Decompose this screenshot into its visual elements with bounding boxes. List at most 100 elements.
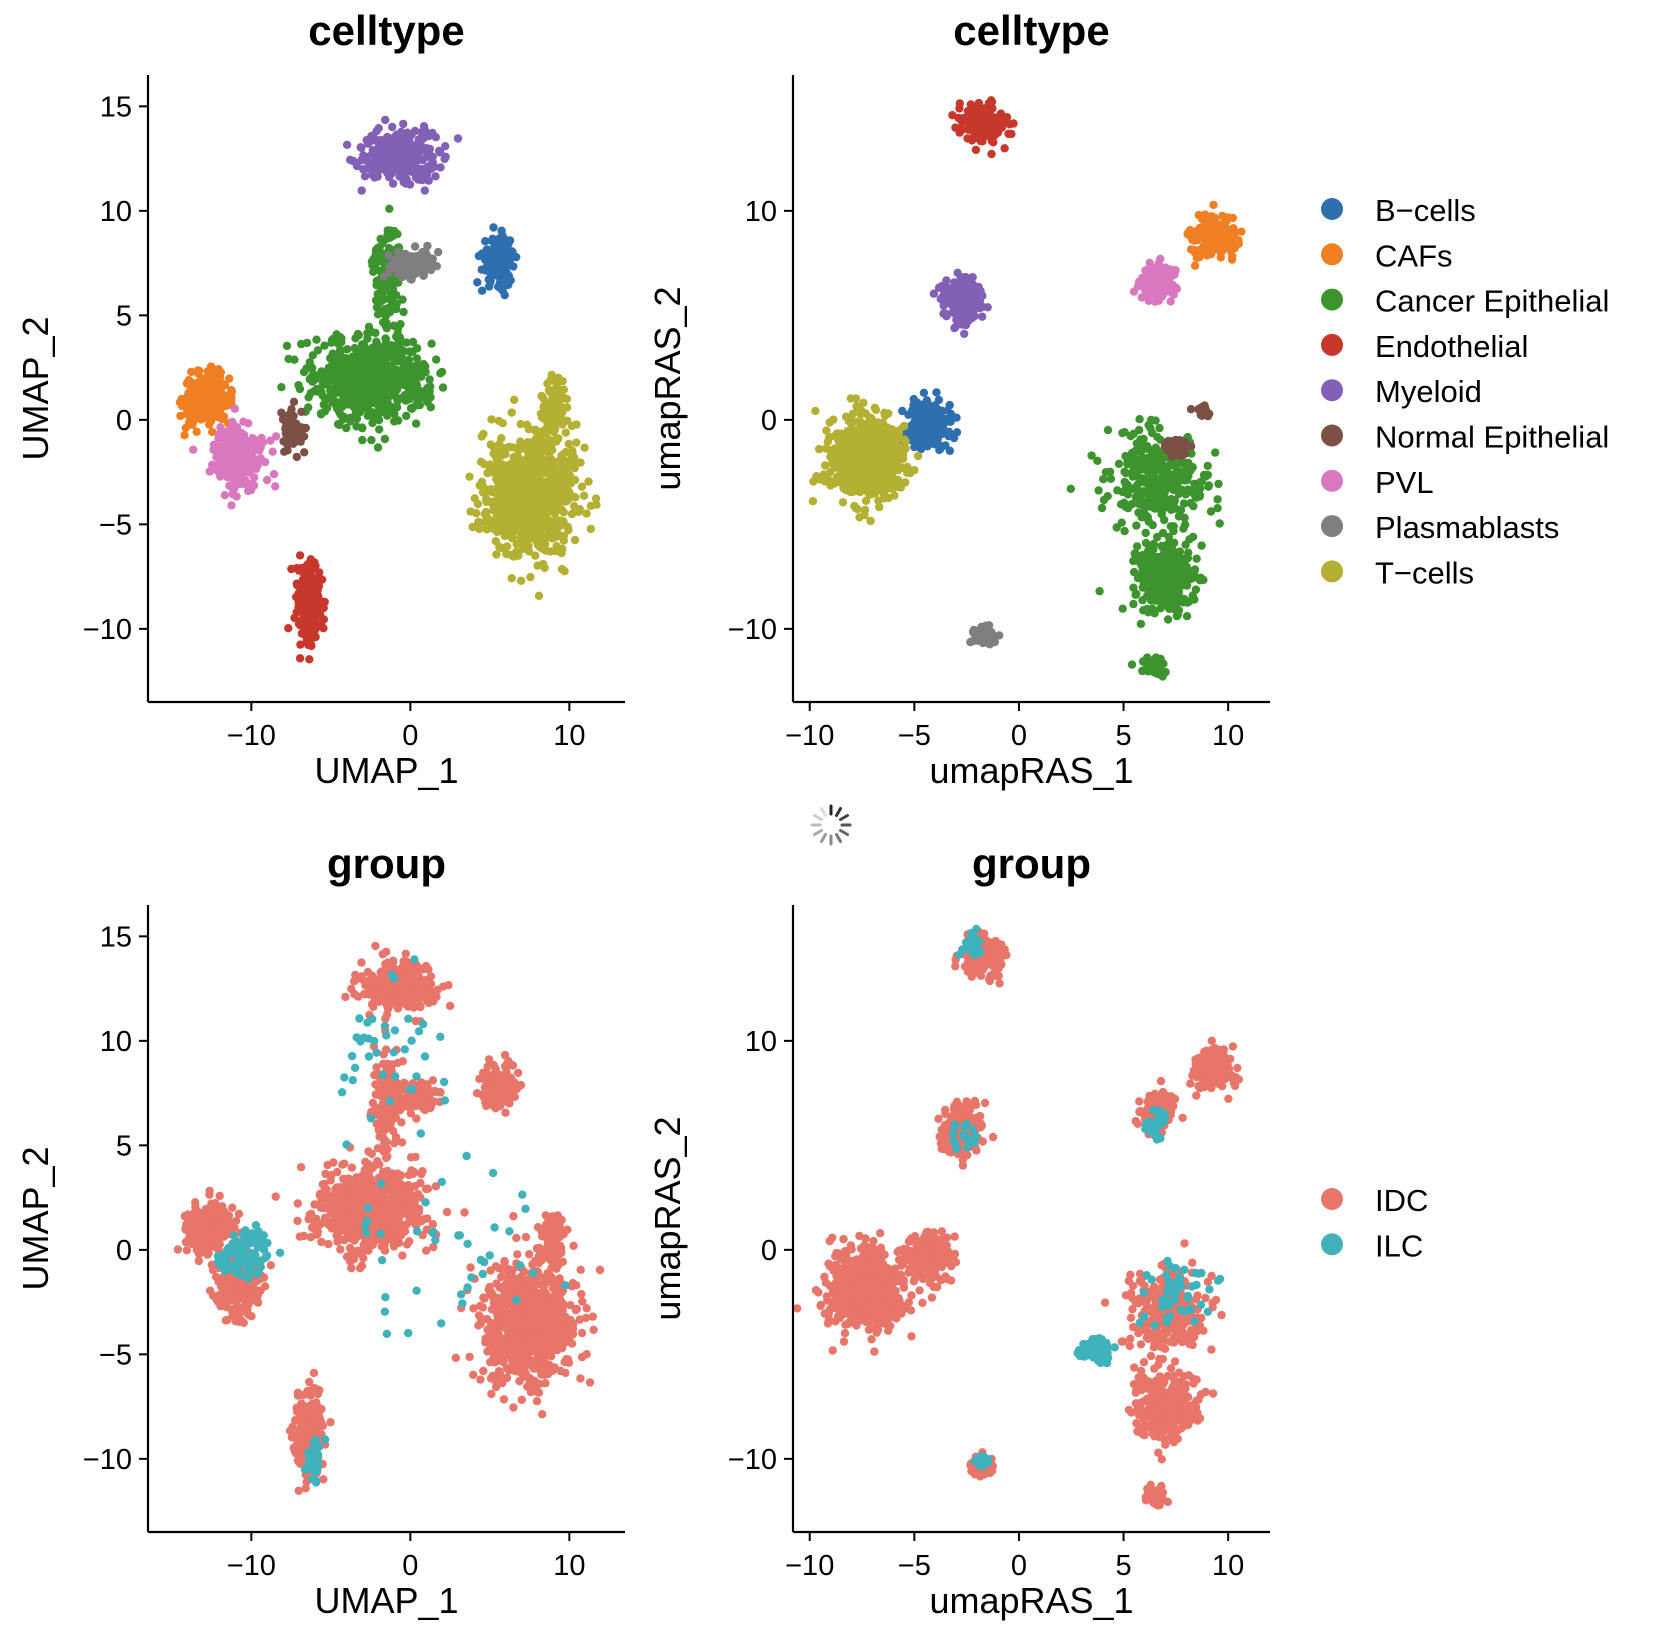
data-point <box>552 488 561 497</box>
data-point <box>958 320 967 329</box>
data-point <box>282 341 292 351</box>
data-point <box>394 247 403 257</box>
data-point <box>1131 549 1140 558</box>
data-point <box>295 581 304 590</box>
data-point <box>568 446 577 455</box>
data-point <box>213 443 222 452</box>
data-point <box>530 466 539 475</box>
data-point <box>381 334 390 343</box>
data-point <box>422 152 431 162</box>
data-point <box>1157 507 1167 517</box>
data-point <box>381 311 391 321</box>
data-point <box>1226 236 1235 246</box>
data-point <box>1173 610 1183 620</box>
data-point <box>436 163 445 172</box>
data-point <box>256 454 265 463</box>
data-point <box>193 402 203 411</box>
data-point <box>381 365 390 374</box>
data-point <box>551 435 560 445</box>
data-point <box>388 122 397 132</box>
data-point <box>373 172 382 181</box>
data-point <box>373 289 382 299</box>
data-point <box>1157 489 1166 498</box>
data-point <box>380 434 390 444</box>
data-point <box>1237 227 1246 236</box>
series-PVL <box>1129 254 1182 306</box>
data-point <box>1137 488 1146 497</box>
data-point <box>208 427 217 437</box>
data-point <box>1185 535 1194 544</box>
data-point <box>408 337 418 347</box>
data-point <box>944 432 953 441</box>
data-point <box>507 574 516 583</box>
data-point <box>1170 460 1180 470</box>
data-point <box>212 377 221 386</box>
data-point <box>1132 481 1141 491</box>
data-point <box>530 426 540 435</box>
data-point <box>544 527 553 537</box>
data-point <box>500 490 509 499</box>
data-point <box>350 343 359 353</box>
data-point <box>181 423 190 433</box>
data-point <box>262 475 272 485</box>
data-point <box>1004 129 1013 138</box>
data-point <box>432 355 441 364</box>
data-point <box>415 401 424 410</box>
data-point <box>441 142 450 151</box>
data-point <box>509 483 519 493</box>
data-point <box>1173 479 1182 488</box>
data-point <box>384 350 393 359</box>
data-point <box>962 288 971 297</box>
data-point <box>925 401 934 410</box>
data-point <box>269 470 279 479</box>
data-point <box>1186 245 1196 254</box>
data-point <box>961 299 970 308</box>
data-point <box>1103 425 1113 435</box>
data-point <box>510 395 519 404</box>
data-point <box>405 138 415 148</box>
data-point <box>227 393 236 402</box>
data-point <box>1175 563 1184 572</box>
data-point <box>216 472 225 481</box>
data-point <box>296 640 305 649</box>
data-point <box>551 547 560 556</box>
data-point <box>412 252 421 261</box>
data-point <box>219 460 228 469</box>
data-point <box>502 469 511 479</box>
data-point <box>363 157 373 167</box>
data-point <box>972 133 981 142</box>
data-point <box>281 417 291 426</box>
data-point <box>334 339 343 349</box>
data-point <box>511 525 520 534</box>
data-point <box>983 303 992 312</box>
data-point <box>215 454 224 463</box>
data-point <box>1184 572 1193 581</box>
data-point <box>292 452 301 462</box>
data-point <box>1129 583 1138 592</box>
data-point <box>972 103 981 113</box>
data-point <box>538 559 548 569</box>
series-Endothelial <box>284 551 329 664</box>
data-point <box>1164 551 1173 560</box>
data-point <box>1120 477 1129 487</box>
data-point <box>308 377 317 386</box>
data-point <box>302 364 311 373</box>
data-point <box>957 308 966 318</box>
data-point <box>534 453 543 462</box>
data-point <box>290 355 299 364</box>
data-point <box>535 489 545 498</box>
data-point <box>218 402 228 411</box>
y-tick-label: −5 <box>99 509 132 541</box>
data-point <box>390 299 399 308</box>
data-point <box>1195 492 1204 501</box>
data-point <box>570 463 579 473</box>
data-point <box>1165 602 1174 611</box>
panel-title: celltype <box>308 7 464 54</box>
data-point <box>1179 499 1189 508</box>
data-point <box>492 474 501 483</box>
data-point <box>441 152 450 161</box>
data-point <box>955 99 964 108</box>
data-point <box>253 445 263 454</box>
data-point <box>189 445 198 454</box>
data-point <box>355 407 365 417</box>
